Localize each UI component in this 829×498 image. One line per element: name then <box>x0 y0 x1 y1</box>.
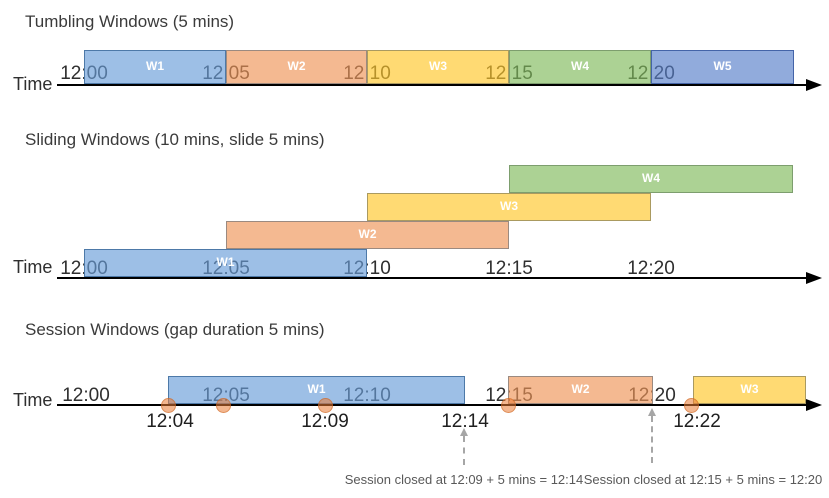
window-box: W5 <box>651 50 794 84</box>
time-axis-label-sliding: Time <box>13 257 53 277</box>
section-title-sliding: Sliding Windows (10 mins, slide 5 mins) <box>25 130 325 149</box>
time-axis-label-tumbling: Time <box>13 74 53 94</box>
axis-arrow-icon <box>806 399 822 411</box>
axis-arrow-icon <box>806 79 822 91</box>
event-dot <box>318 398 333 413</box>
event-time-label: 12:22 <box>673 411 721 432</box>
window-box: W2 <box>226 50 367 84</box>
window-box: W1 <box>84 249 367 277</box>
window-label: W3 <box>429 59 447 73</box>
time-axis-line <box>57 277 806 279</box>
time-axis-label-session: Time <box>13 390 53 410</box>
window-label: W3 <box>740 382 759 396</box>
dashed-line <box>651 416 653 463</box>
window-label: W1 <box>146 59 164 73</box>
window-box: W1 <box>84 50 226 84</box>
time-axis-line <box>57 404 806 406</box>
window-box: W4 <box>509 165 793 193</box>
dashed-line <box>463 436 465 465</box>
window-box: W3 <box>693 376 806 404</box>
event-dot <box>684 398 699 413</box>
window-label: W1 <box>307 382 326 396</box>
tick-label: 12:20 <box>627 258 675 279</box>
window-box: W4 <box>509 50 651 84</box>
event-dot <box>161 398 176 413</box>
time-axis-line <box>57 84 806 86</box>
window-box: W3 <box>367 193 651 221</box>
arrow-up-icon <box>648 408 656 416</box>
window-label: W3 <box>500 199 518 213</box>
window-label: W5 <box>713 59 732 73</box>
section-title-tumbling: Tumbling Windows (5 mins) <box>25 12 235 31</box>
window-label: W2 <box>571 382 590 396</box>
event-dot <box>501 398 516 413</box>
arrow-up-icon <box>460 428 468 436</box>
session-closed-annotation: Session closed at 12:15 + 5 mins = 12:20 <box>583 472 823 487</box>
window-box: W2 <box>508 376 653 404</box>
window-label: W4 <box>642 171 660 185</box>
window-box: W1 <box>168 376 465 404</box>
tick-label: 12:15 <box>485 258 533 279</box>
window-label: W2 <box>287 59 306 73</box>
window-label: W2 <box>358 227 377 241</box>
session-closed-annotation: Session closed at 12:09 + 5 mins = 12:14 <box>344 472 584 487</box>
event-dot <box>216 398 231 413</box>
section-title-session: Session Windows (gap duration 5 mins) <box>25 320 325 339</box>
event-time-label: 12:14 <box>441 411 489 432</box>
axis-arrow-icon <box>806 272 822 284</box>
window-label: W1 <box>216 255 235 269</box>
window-box: W2 <box>226 221 509 249</box>
event-time-label: 12:09 <box>301 411 349 432</box>
tick-label: 12:00 <box>62 385 110 406</box>
window-box: W3 <box>367 50 509 84</box>
window-label: W4 <box>571 59 589 73</box>
event-time-label: 12:04 <box>146 411 194 432</box>
